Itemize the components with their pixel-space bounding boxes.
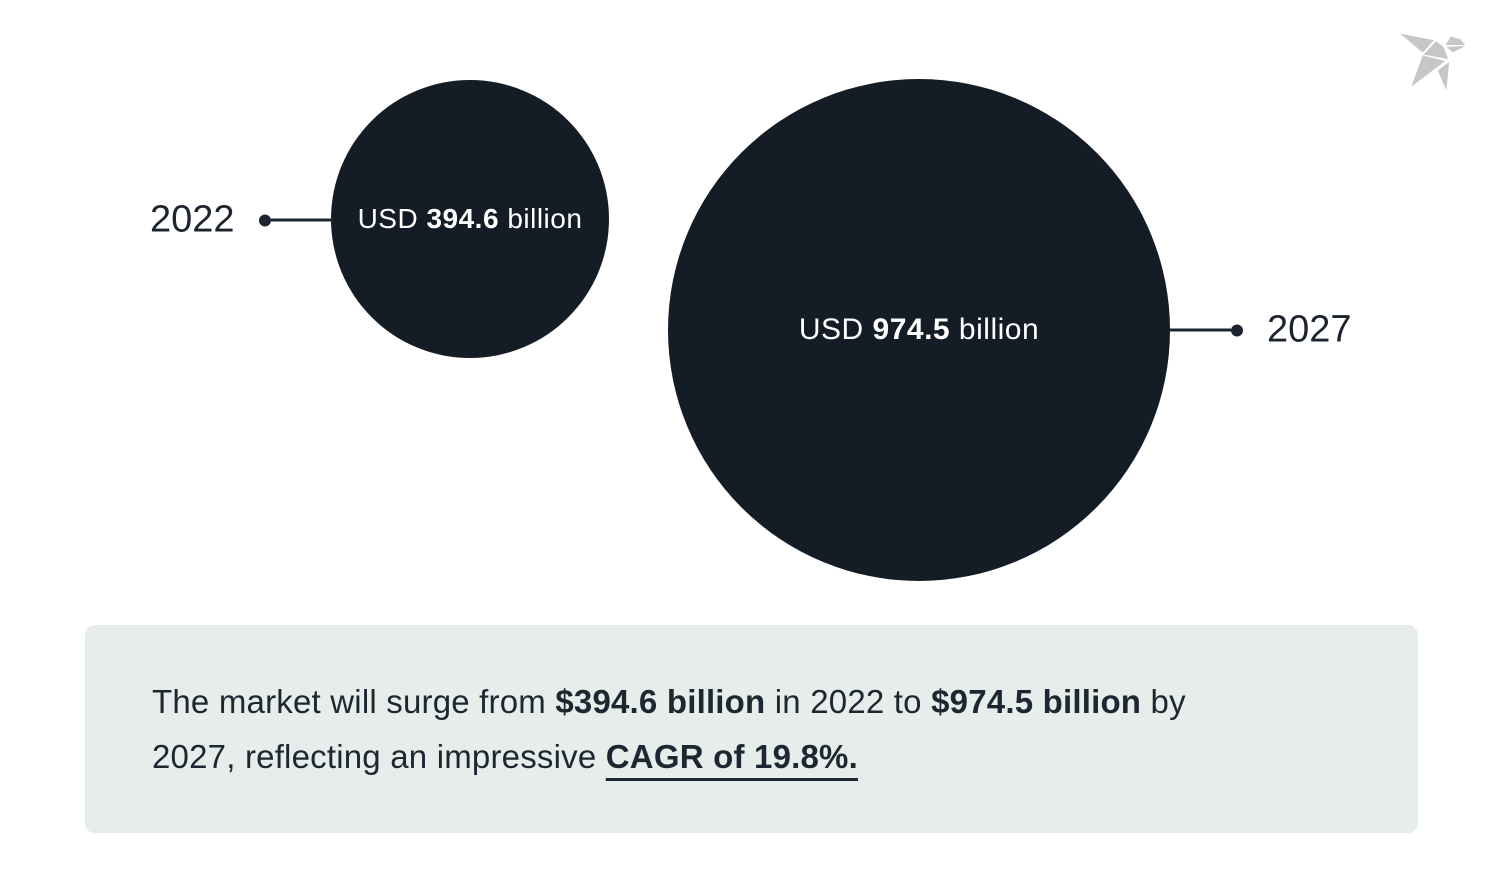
bubble-2027: USD 974.5 billion <box>668 79 1170 581</box>
origami-bird-icon <box>1400 33 1466 91</box>
year-label-2022: 2022 <box>150 198 235 241</box>
bubble-2022-prefix: USD <box>357 203 427 234</box>
bubble-2027-prefix: USD <box>798 313 873 346</box>
callout-2022: 2022 <box>150 199 333 242</box>
bubble-2027-value: 974.5 <box>872 313 951 346</box>
bubble-2027-label: USD 974.5 billion <box>799 313 1039 347</box>
year-label-2027: 2027 <box>1267 308 1352 351</box>
callout-line-2027 <box>1170 328 1231 332</box>
summary-box: The market will surge from $394.6 billio… <box>85 625 1418 833</box>
summary-line-2: 2027, reflecting an impressive CAGR of 1… <box>152 738 858 775</box>
callout-line-2022 <box>270 218 333 222</box>
bubble-2022: USD 394.6 billion <box>331 80 609 358</box>
summary-text: The market will surge from $394.6 billio… <box>152 674 1186 784</box>
callout-2027: 2027 <box>1170 309 1352 352</box>
bubble-2022-value: 394.6 <box>426 203 500 234</box>
callout-dot-2027 <box>1231 324 1243 336</box>
bubble-2027-suffix: billion <box>950 313 1040 346</box>
bubble-2022-label: USD 394.6 billion <box>358 203 583 235</box>
callout-dot-2022 <box>258 214 271 226</box>
bubble-2022-suffix: billion <box>499 203 583 234</box>
summary-line-1: The market will surge from $394.6 billio… <box>152 683 1186 720</box>
